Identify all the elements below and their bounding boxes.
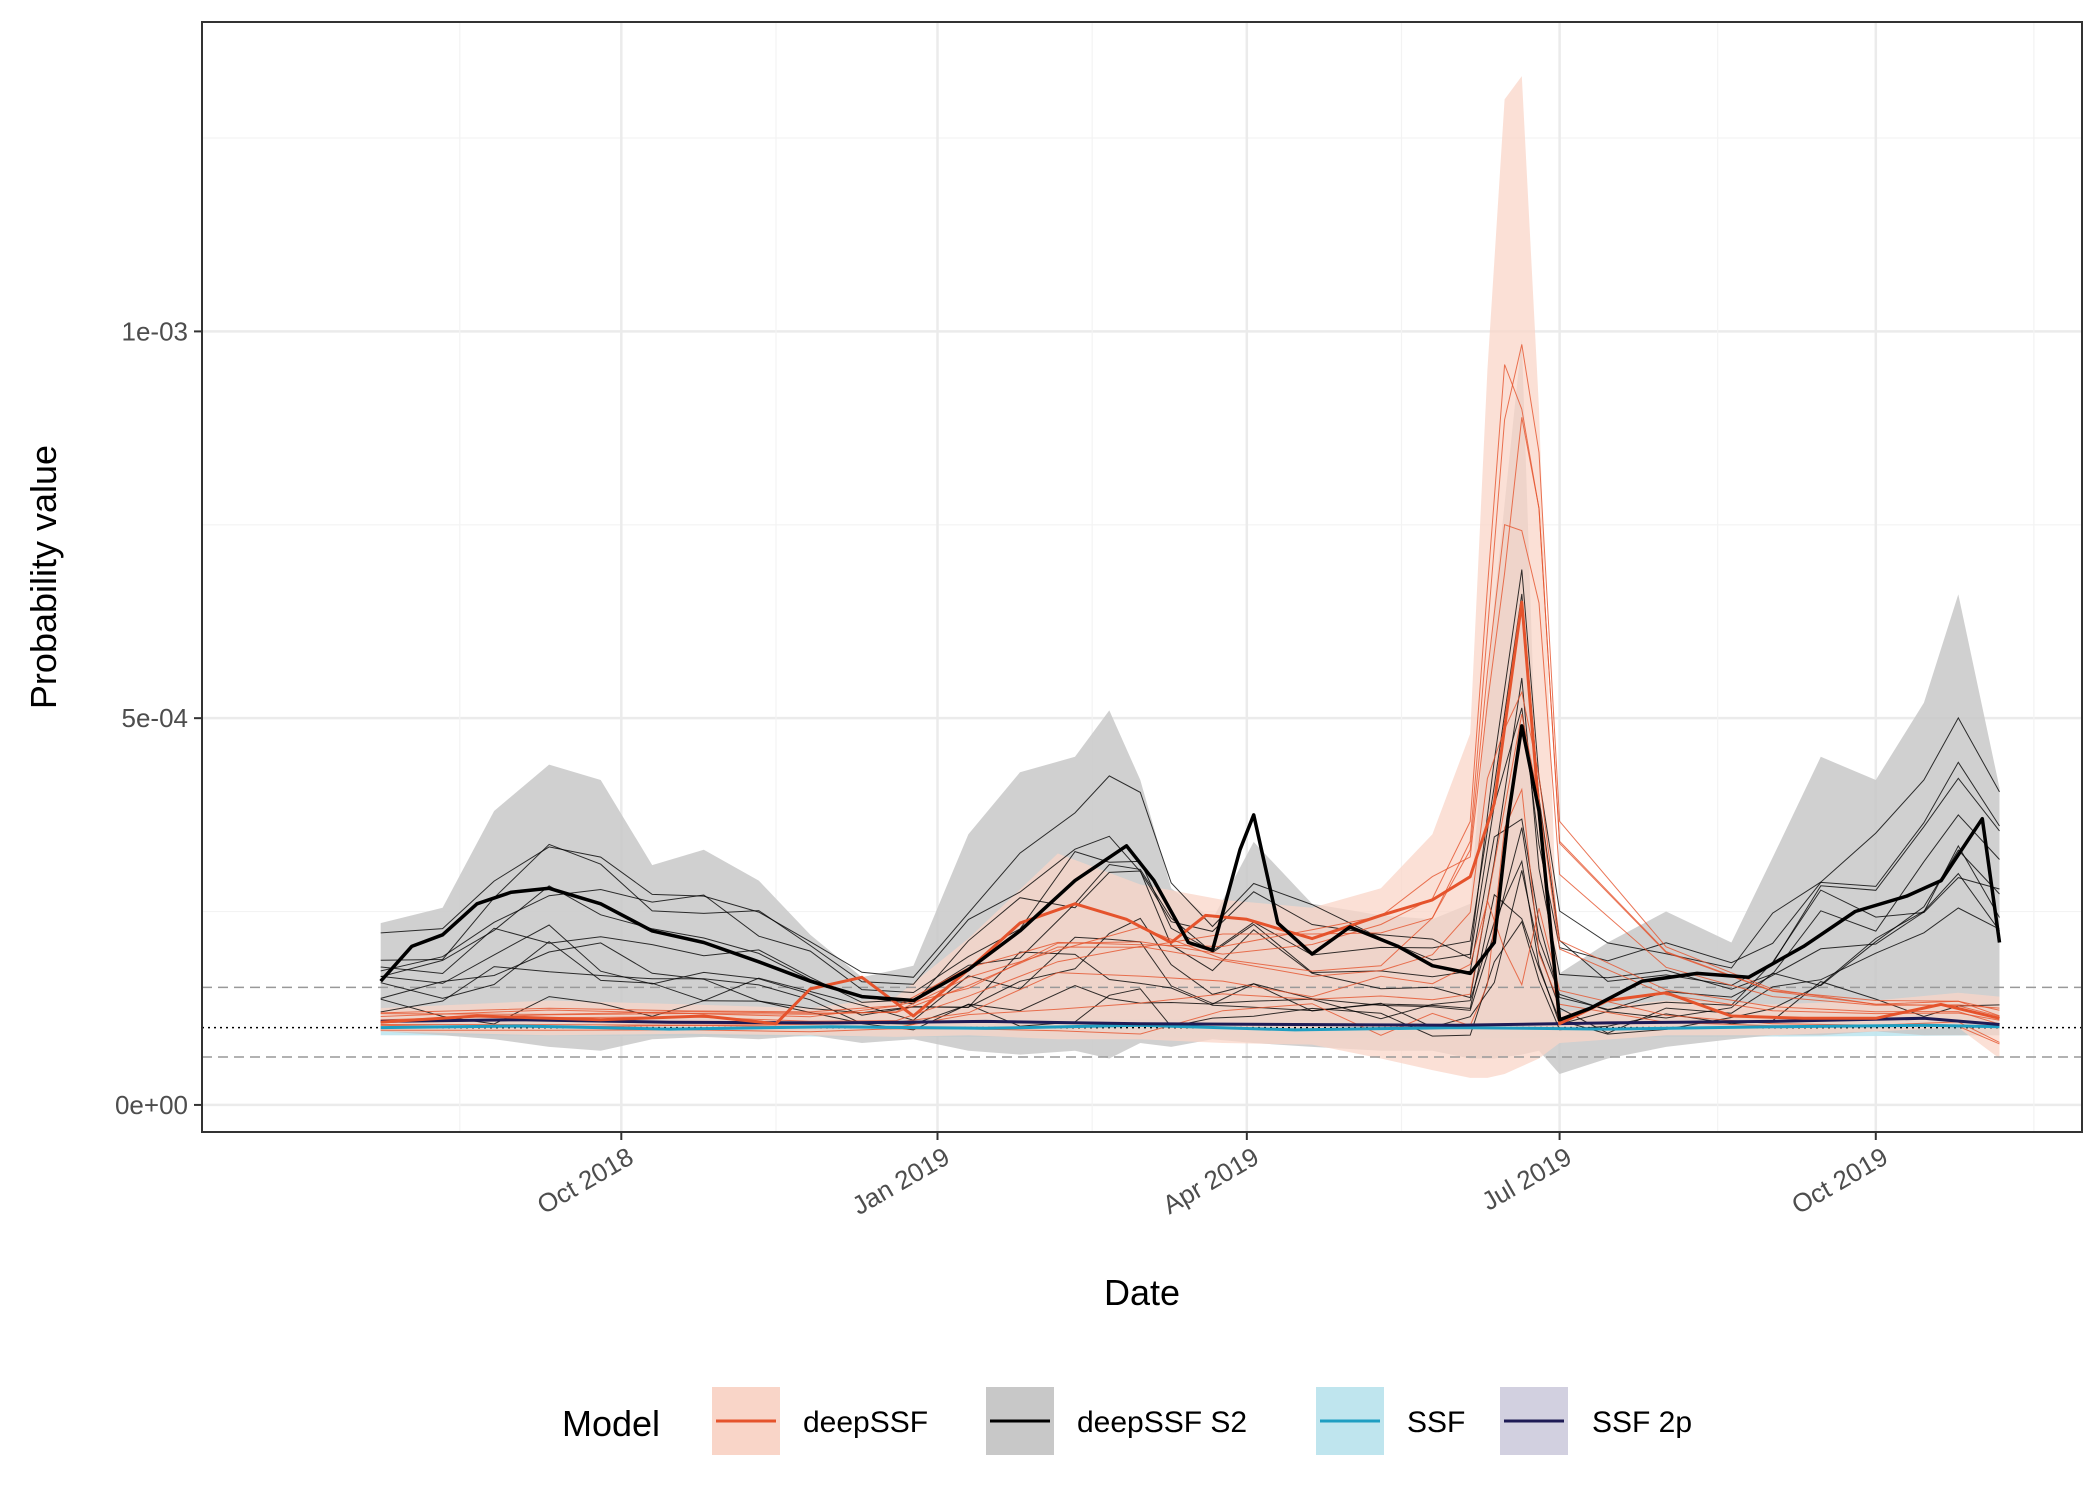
trajectory-line (380, 524, 2000, 1021)
legend: Model deepSSF deepSSF S2 SSF SSF 2p (562, 1387, 1692, 1455)
x-tick-label: Oct 2019 (1786, 1141, 1892, 1220)
mean-series-lines (379, 600, 2002, 1032)
trajectory-line (380, 849, 2000, 1025)
y-axis-title: Probability value (23, 445, 64, 709)
x-axis-title: Date (1104, 1272, 1180, 1313)
trajectory-line (380, 690, 2000, 1025)
series-line-ssf-2p (380, 1016, 2000, 1027)
x-tick-label: Jul 2019 (1476, 1141, 1576, 1216)
x-tick-label: Apr 2019 (1157, 1141, 1263, 1220)
series-line-deepssf-s2 (379, 724, 2002, 1022)
y-axis: 0e+00 5e-04 1e-03 (115, 316, 202, 1120)
x-tick-label: Oct 2018 (532, 1141, 638, 1220)
series-line-deepssf (380, 600, 2000, 1026)
trajectory-line (380, 417, 2000, 1018)
trajectory-line (380, 870, 2000, 1034)
trajectory-line (380, 818, 2000, 1010)
x-tick-label: Jan 2019 (847, 1141, 955, 1220)
y-tick-label: 1e-03 (122, 316, 189, 346)
legend-title: Model (562, 1403, 660, 1444)
y-tick-label: 0e+00 (115, 1090, 188, 1120)
x-axis: Oct 2018 Jan 2019 Apr 2019 Jul 2019 Oct 2019 (532, 1132, 1893, 1221)
legend-label: SSF 2p (1592, 1406, 1692, 1439)
legend-label: deepSSF (803, 1406, 928, 1439)
individual-trajectories (380, 344, 2000, 1045)
series-line-ssf (380, 1023, 2000, 1032)
trajectory-line (380, 569, 2000, 978)
legend-label: deepSSF S2 (1077, 1406, 1247, 1439)
legend-label: SSF (1407, 1406, 1465, 1439)
y-tick-label: 5e-04 (122, 703, 189, 733)
trajectory-line (380, 827, 2000, 1016)
plot-border (201, 21, 2083, 1133)
